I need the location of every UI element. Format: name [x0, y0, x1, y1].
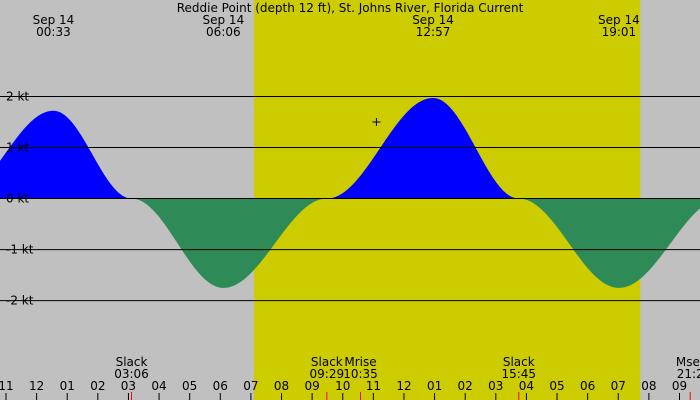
hour-tick-label: 11: [0, 379, 14, 393]
y-tick-label: 1 kt: [6, 141, 29, 155]
event-time-label: 10:35: [343, 367, 378, 381]
event-name-label: Mset: [676, 355, 700, 369]
extreme-time-label: 06:06: [206, 25, 241, 39]
hour-tick-label: 04: [519, 379, 534, 393]
hour-tick-label: 01: [427, 379, 442, 393]
hour-tick-label: 03: [121, 379, 136, 393]
hour-tick-label: 05: [182, 379, 197, 393]
chart-title: Reddie Point (depth 12 ft), St. Johns Ri…: [177, 1, 524, 15]
hour-tick-label: 09: [672, 379, 687, 393]
hour-tick-label: 08: [641, 379, 656, 393]
extreme-date-label: Sep 14: [203, 13, 245, 27]
ebb-current-area: [0, 198, 700, 288]
hour-tick-label: 02: [458, 379, 473, 393]
hour-tick-label: 04: [151, 379, 166, 393]
hour-tick-label: 08: [274, 379, 289, 393]
event-time-label: 21:2: [677, 367, 700, 381]
hour-tick-label: 07: [243, 379, 258, 393]
hour-tick-label: 06: [580, 379, 595, 393]
extreme-date-label: Sep 14: [33, 13, 75, 27]
event-name-label: Slack: [503, 355, 535, 369]
extreme-time-label: 19:01: [602, 25, 637, 39]
hour-tick-label: 10: [335, 379, 350, 393]
extreme-date-label: Sep 14: [598, 13, 640, 27]
hour-tick-label: 11: [366, 379, 381, 393]
event-name-label: Slack: [311, 355, 343, 369]
hour-tick-label: 05: [549, 379, 564, 393]
event-name-label: Mrise: [344, 355, 376, 369]
hour-tick-label: 12: [396, 379, 411, 393]
event-time-label: 09:29: [310, 367, 345, 381]
hour-tick-label: 06: [213, 379, 228, 393]
y-tick-label: 0 kt: [6, 192, 29, 206]
extreme-date-label: Sep 14: [412, 13, 454, 27]
event-time-label: 15:45: [501, 367, 536, 381]
flood-current-area: [0, 97, 700, 199]
hour-tick-label: 12: [29, 379, 44, 393]
hour-tick-label: 01: [60, 379, 75, 393]
y-tick-label: 2 kt: [6, 89, 29, 103]
hour-tick-label: 03: [488, 379, 503, 393]
hour-tick-label: 07: [611, 379, 626, 393]
extreme-time-label: 00:33: [36, 25, 71, 39]
extreme-time-label: 12:57: [416, 25, 451, 39]
event-name-label: Slack: [116, 355, 148, 369]
hour-tick-label: 09: [304, 379, 319, 393]
event-time-label: 03:06: [114, 367, 149, 381]
hour-tick-label: 02: [90, 379, 105, 393]
y-tick-label: -1 kt: [6, 243, 34, 257]
y-tick-label: -2 kt: [6, 294, 34, 308]
